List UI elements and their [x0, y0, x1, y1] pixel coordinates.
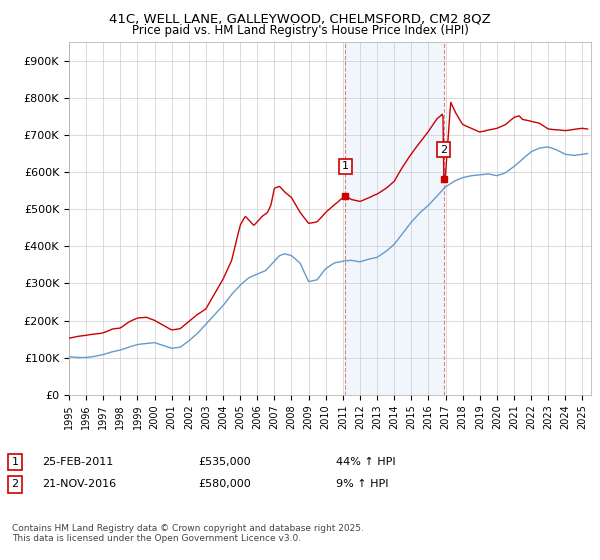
Text: Contains HM Land Registry data © Crown copyright and database right 2025.
This d: Contains HM Land Registry data © Crown c… — [12, 524, 364, 543]
Text: £580,000: £580,000 — [198, 479, 251, 489]
Text: 1: 1 — [342, 161, 349, 171]
Text: 41C, WELL LANE, GALLEYWOOD, CHELMSFORD, CM2 8QZ: 41C, WELL LANE, GALLEYWOOD, CHELMSFORD, … — [109, 12, 491, 25]
Text: 2: 2 — [440, 144, 448, 155]
Text: 44% ↑ HPI: 44% ↑ HPI — [336, 457, 395, 467]
Text: 25-FEB-2011: 25-FEB-2011 — [42, 457, 113, 467]
Text: Price paid vs. HM Land Registry's House Price Index (HPI): Price paid vs. HM Land Registry's House … — [131, 24, 469, 37]
Text: 1: 1 — [11, 457, 19, 467]
Bar — [346, 42, 444, 395]
Text: £535,000: £535,000 — [198, 457, 251, 467]
Text: 21-NOV-2016: 21-NOV-2016 — [42, 479, 116, 489]
Text: 2: 2 — [11, 479, 19, 489]
Text: 9% ↑ HPI: 9% ↑ HPI — [336, 479, 389, 489]
